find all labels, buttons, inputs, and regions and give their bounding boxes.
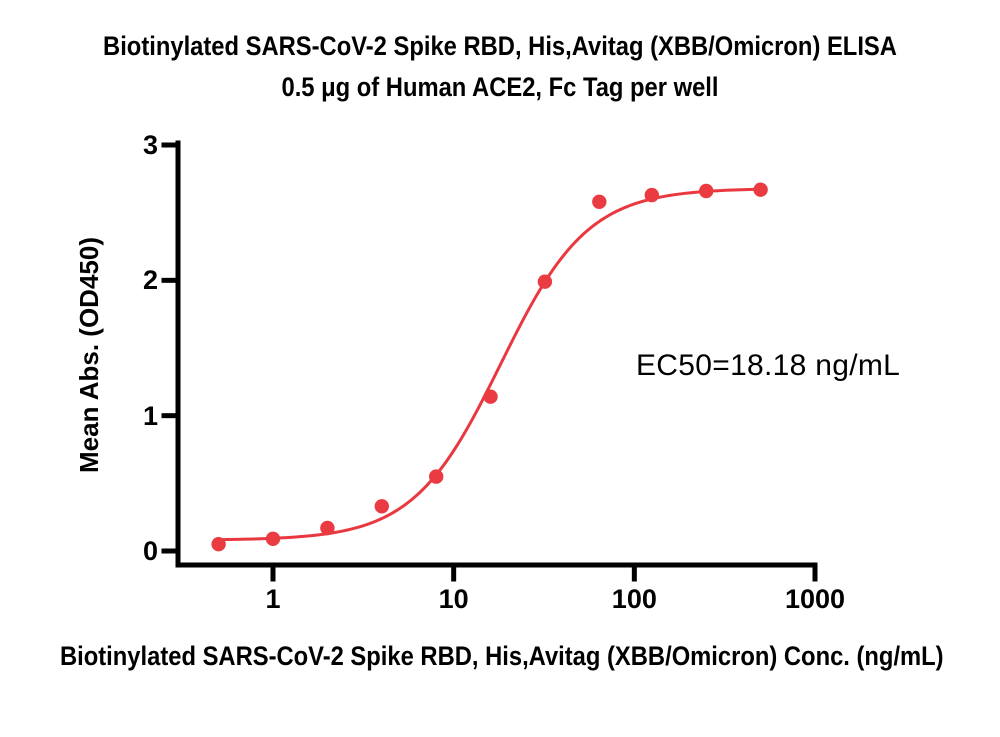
- data-point: [320, 520, 335, 536]
- x-tick-label: 1000: [784, 584, 846, 614]
- y-tick-label: 3: [142, 130, 158, 160]
- x-tick-label: 100: [611, 584, 657, 614]
- data-point: [592, 194, 607, 209]
- x-axis-label: Biotinylated SARS-CoV-2 Spike RBD, His,A…: [60, 641, 944, 671]
- data-point: [429, 469, 444, 484]
- fit-curve-layer: [217, 187, 763, 542]
- x-tick-label: 10: [438, 584, 469, 614]
- data-point: [699, 183, 714, 199]
- data-point: [211, 537, 226, 552]
- fit-curve: [217, 187, 763, 542]
- data-point: [374, 499, 389, 514]
- data-points-layer: [211, 182, 768, 552]
- data-point: [644, 187, 659, 203]
- ec50-annotation: EC50=18.18 ng/mL: [636, 349, 901, 382]
- data-point: [265, 531, 281, 546]
- chart-subtitle: 0.5 μg of Human ACE2, Fc Tag per well: [281, 72, 719, 102]
- data-point: [753, 182, 768, 197]
- x-tick-label: 1: [265, 584, 281, 614]
- data-point: [483, 389, 498, 404]
- y-tick-label: 1: [142, 400, 158, 431]
- y-tick-label: 0: [142, 536, 158, 566]
- data-point: [537, 274, 553, 289]
- chart-title: Biotinylated SARS-CoV-2 Spike RBD, His,A…: [103, 31, 897, 61]
- tick-marks-layer: [161, 142, 818, 582]
- y-tick-label: 2: [142, 265, 158, 296]
